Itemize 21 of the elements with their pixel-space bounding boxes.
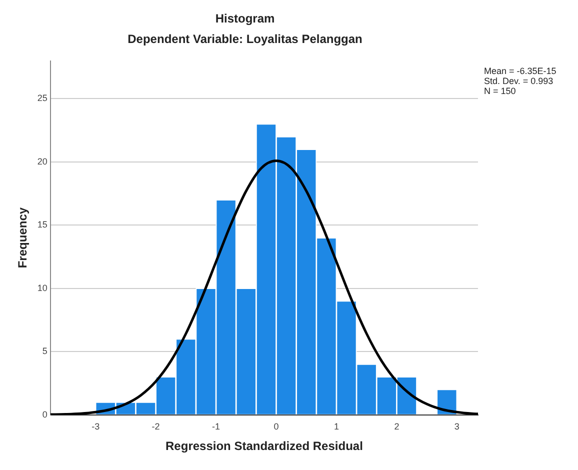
x-tick-label: 3 bbox=[454, 422, 460, 432]
text: Mean = -6.35E-15 bbox=[484, 66, 556, 76]
chart-subtitle: Dependent Variable: Loyalitas Pelanggan bbox=[128, 32, 362, 46]
x-tick-label: 1 bbox=[334, 422, 339, 432]
x-axis-title: Regression Standardized Residual bbox=[166, 439, 363, 454]
x-tick-label: -3 bbox=[92, 422, 100, 432]
y-tick-label: 25 bbox=[37, 93, 48, 104]
x-tick-label: 2 bbox=[394, 422, 400, 432]
line-series bbox=[50, 160, 478, 415]
y-tick-label: 15 bbox=[37, 220, 48, 230]
text: N = 150 bbox=[484, 86, 516, 96]
text: Std. Dev. = 0.993 bbox=[484, 76, 554, 86]
y-axis-title: Frequency bbox=[16, 207, 30, 268]
y-tick-label: 20 bbox=[37, 156, 48, 166]
x-tick-label: 0 bbox=[274, 422, 279, 432]
y-tick-label: 10 bbox=[37, 282, 48, 293]
y-tick-label: 5 bbox=[42, 346, 48, 356]
y-tick-label: 0 bbox=[42, 409, 48, 420]
x-tick-label: -1 bbox=[212, 422, 220, 432]
chart-title: Histogram bbox=[215, 12, 275, 26]
x-tick-label: -2 bbox=[152, 422, 160, 432]
